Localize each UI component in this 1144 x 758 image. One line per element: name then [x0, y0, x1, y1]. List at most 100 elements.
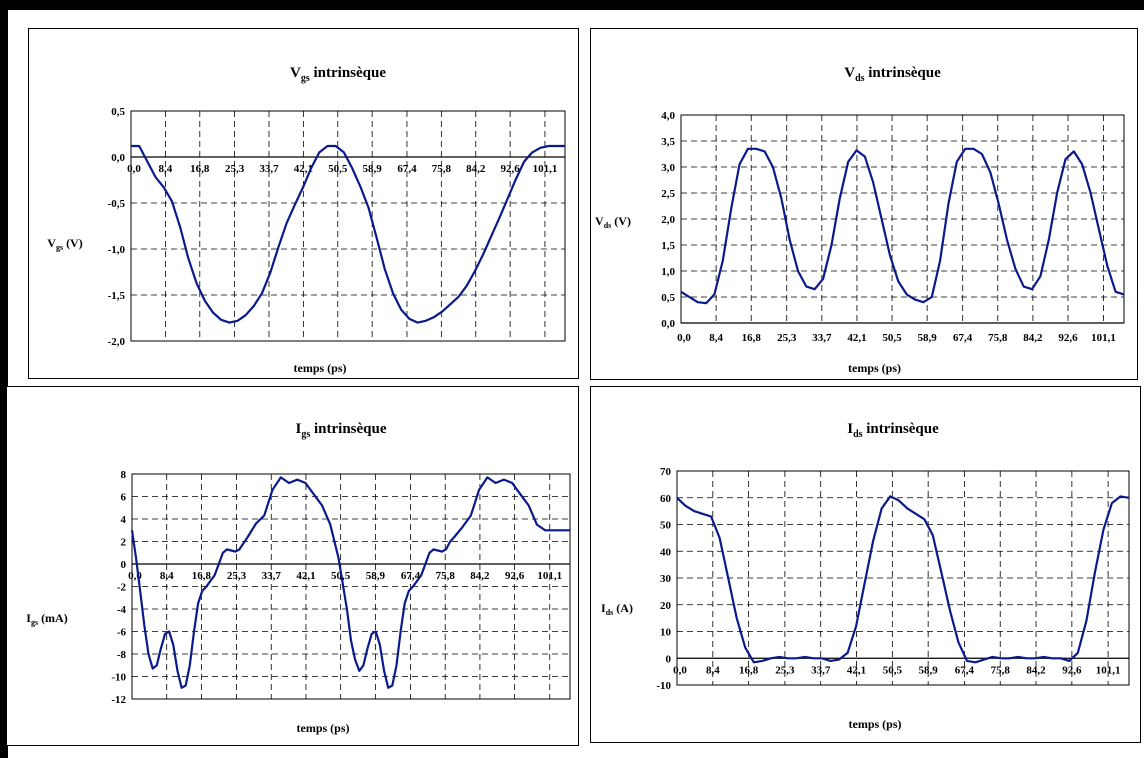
igs-series-line	[130, 476, 570, 689]
vds-xtick-label: 67,4	[953, 332, 973, 344]
vgs-ytick-label: 0,5	[111, 106, 125, 118]
vgs-xtick-label: 92,6	[501, 163, 521, 175]
vgs-ytick-label: -1,5	[108, 290, 126, 302]
vgs-xtick-label: 67,4	[397, 163, 417, 175]
igs-xtick-label: 58,9	[366, 570, 386, 582]
vds-chart-panel: Vds intrinsèque 4,0 3,5 3,0 2,5 2,0 1,5 1,0 0,5 0…	[590, 28, 1138, 380]
vgs-y-axis-label: Vgs (V)	[47, 236, 82, 252]
vgs-xtick-label: 8,4	[159, 163, 173, 175]
vds-xtick-label: 25,3	[777, 332, 797, 344]
vds-y-axis-label: Vds (V)	[595, 214, 631, 230]
ids-ytick-label: 10	[660, 627, 672, 639]
ids-chart: Ids intrinsèque 70 60 50 40 30 20 10 0 -100,0 8,4 1…	[601, 421, 1130, 731]
vgs-xtick-label: 50,5	[328, 163, 348, 175]
ids-xtick-label: 58,9	[919, 664, 939, 676]
vgs-x-axis-label: temps (ps)	[294, 361, 347, 375]
ids-chart-title: Ids intrinsèque	[847, 421, 939, 440]
vgs-chart-title: Vgs intrinsèque	[290, 65, 386, 84]
vds-chart: Vds intrinsèque 4,0 3,5 3,0 2,5 2,0 1,5 1,0 0,5 0…	[595, 65, 1125, 375]
ids-xtick-label: 8,4	[706, 664, 720, 676]
ids-ytick-label: 0	[666, 653, 672, 665]
vgs-chart: Vgs intrinsèque 0,5 0,0 -0,5 -1,0 -1,5 -2,0 0,0…	[47, 65, 566, 375]
vds-x-axis-label: temps (ps)	[848, 361, 901, 375]
vds-ytick-label: 1,0	[661, 266, 675, 278]
igs-ytick-label: 8	[121, 469, 127, 481]
igs-xtick-label: 42,1	[296, 570, 315, 582]
vgs-chart-panel: Vgs intrinsèque 0,5 0,0 -0,5 -1,0 -1,5 -2,0 0,0…	[28, 28, 579, 379]
igs-ytick-label: 4	[121, 514, 127, 526]
ids-plot-area	[676, 470, 1130, 686]
igs-xtick-label: 84,2	[470, 570, 490, 582]
vgs-title-main: V	[290, 65, 301, 81]
vgs-ytick-label: -0,5	[108, 198, 126, 210]
igs-ytick-label: -8	[117, 649, 127, 661]
vgs-xtick-label: 25,3	[225, 163, 245, 175]
igs-x-axis-label: temps (ps)	[297, 721, 350, 735]
igs-ytick-label: -2	[117, 582, 127, 594]
ids-title-main: I	[847, 421, 853, 437]
vds-xtick-label: 84,2	[1023, 332, 1043, 344]
igs-ytick-label: 0	[121, 559, 127, 571]
igs-plot-area	[131, 473, 571, 700]
igs-xtick-label: 16,8	[192, 570, 212, 582]
vds-ytick-label: 4,0	[661, 110, 675, 122]
vds-xtick-label: 0,0	[677, 332, 691, 344]
ids-ytick-label: 30	[660, 573, 672, 585]
ids-x-axis-label: temps (ps)	[849, 717, 902, 731]
vgs-series-line	[131, 144, 565, 324]
ids-xtick-label: 75,8	[991, 664, 1011, 676]
vgs-title-rest: intrinsèque	[310, 65, 387, 81]
ids-ytick-label: 60	[660, 493, 672, 505]
ids-series-line	[676, 495, 1130, 664]
ids-xtick-label: 16,8	[739, 664, 759, 676]
igs-ytick-label: -6	[117, 627, 127, 639]
ids-xtick-label: 67,4	[955, 664, 975, 676]
vds-ytick-label: 1,5	[661, 240, 675, 252]
ids-xtick-label: 0,0	[673, 664, 687, 676]
vds-xtick-label: 16,8	[742, 332, 762, 344]
vgs-ytick-label: 0,0	[111, 152, 125, 164]
igs-y-axis-label: Igs (mA)	[26, 611, 67, 627]
vds-xtick-label: 42,1	[847, 332, 866, 344]
igs-chart-title: Igs intrinsèque	[295, 421, 386, 440]
igs-xtick-label: 92,6	[505, 570, 525, 582]
ids-xtick-label: 84,2	[1026, 664, 1046, 676]
ids-ytick-label: 40	[660, 546, 672, 558]
ids-title-rest: intrinsèque	[863, 421, 940, 437]
ids-xtick-label: 25,3	[775, 664, 795, 676]
vgs-xtick-label: 16,8	[190, 163, 210, 175]
igs-xtick-label: 67,4	[401, 570, 421, 582]
ids-xtick-label: 92,6	[1062, 664, 1082, 676]
ids-ytick-label: -10	[656, 680, 671, 692]
igs-ytick-label: 2	[121, 537, 127, 549]
vgs-xtick-label: 42,1	[294, 163, 313, 175]
igs-title-main: I	[295, 421, 301, 437]
vgs-plot-area	[130, 110, 566, 342]
vds-ytick-label: 3,0	[661, 162, 675, 174]
vds-ytick-label: 2,0	[661, 214, 675, 226]
vgs-xtick-label: 75,8	[432, 163, 452, 175]
vds-chart-title: Vds intrinsèque	[844, 65, 941, 84]
ids-ytick-label: 20	[660, 600, 672, 612]
igs-ytick-label: -4	[117, 604, 127, 616]
ids-y-axis-label: Ids (A)	[601, 601, 633, 617]
ids-chart-panel: Ids intrinsèque 70 60 50 40 30 20 10 0 -10 0,0 8,4 1…	[590, 386, 1141, 743]
vgs-xtick-label: 84,2	[466, 163, 486, 175]
vds-plot-area	[680, 114, 1125, 324]
vgs-ytick-label: -2,0	[108, 336, 126, 348]
vgs-ytick-label: -1,0	[108, 244, 126, 256]
vgs-xtick-label: 58,9	[363, 163, 383, 175]
vds-xtick-label: 92,6	[1058, 332, 1078, 344]
igs-chart-panel: Igs intrinsèque 8 6 4 2 0 -2 -4 -6 -8 -10 -12 0,0 8,4…	[6, 386, 579, 746]
vds-ytick-label: 0,5	[661, 292, 675, 304]
ids-xtick-label: 42,1	[847, 664, 866, 676]
ids-xtick-label: 50,5	[883, 664, 903, 676]
igs-title-rest: intrinsèque	[310, 421, 387, 437]
vds-title-rest: intrinsèque	[865, 65, 942, 81]
ids-ytick-label: 50	[660, 520, 672, 532]
igs-xtick-label: 101,1	[537, 570, 562, 582]
ids-xtick-label: 101,1	[1096, 664, 1121, 676]
vds-xtick-label: 50,5	[882, 332, 902, 344]
vds-xtick-label: 58,9	[918, 332, 938, 344]
